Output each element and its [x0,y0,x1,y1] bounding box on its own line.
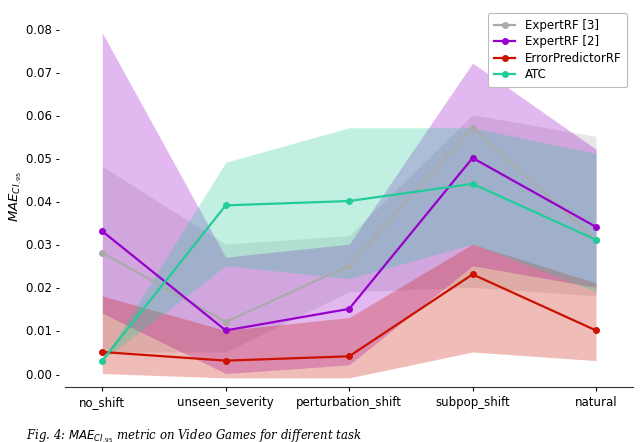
ATC [346,198,353,204]
ExpertRF [2] [222,328,230,333]
ExpertRF [3] [592,237,600,243]
ATC [592,237,600,243]
Line: ExpertRF [3]: ExpertRF [3] [100,125,599,324]
ErrorPredictorRF [592,328,600,333]
ErrorPredictorRF [468,272,476,277]
Text: Fig. 4: $MAE_{CI_{.95}}$ metric on Video Games for different task: Fig. 4: $MAE_{CI_{.95}}$ metric on Video… [26,428,362,442]
ExpertRF [2] [592,224,600,229]
ATC [468,181,476,187]
ATC [222,203,230,208]
ExpertRF [3] [222,319,230,324]
Y-axis label: $MAE_{CI_{.95}}$: $MAE_{CI_{.95}}$ [7,171,24,222]
ExpertRF [2] [346,306,353,312]
ErrorPredictorRF [99,349,106,354]
ExpertRF [2] [99,229,106,234]
Line: ExpertRF [2]: ExpertRF [2] [100,155,599,333]
ErrorPredictorRF [346,354,353,359]
ExpertRF [3] [99,250,106,255]
ExpertRF [2] [468,155,476,160]
ExpertRF [3] [346,263,353,268]
Line: ATC: ATC [100,181,599,363]
ExpertRF [3] [468,125,476,130]
Legend: ExpertRF [3], ExpertRF [2], ErrorPredictorRF, ATC: ExpertRF [3], ExpertRF [2], ErrorPredict… [488,13,627,87]
Line: ErrorPredictorRF: ErrorPredictorRF [100,271,599,363]
ErrorPredictorRF [222,358,230,363]
ATC [99,358,106,363]
